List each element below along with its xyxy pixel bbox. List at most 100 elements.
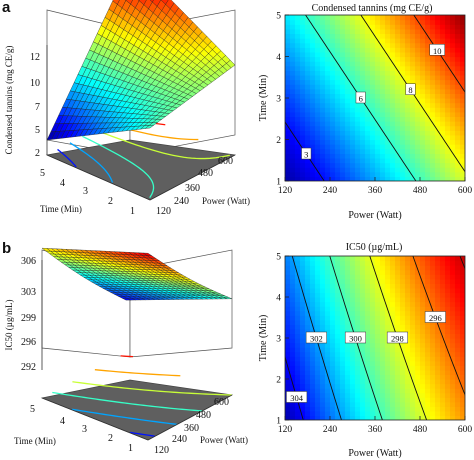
heatmap-cell — [370, 38, 376, 44]
heatmap-cell — [370, 61, 376, 67]
heatmap-cell — [335, 121, 341, 127]
heatmap-cell — [455, 392, 461, 398]
heatmap-cell — [340, 388, 346, 394]
heatmap-cell — [350, 256, 356, 262]
heatmap-cell — [340, 144, 346, 150]
heatmap-cell — [440, 79, 446, 85]
heatmap-cell — [435, 306, 441, 312]
heatmap-cell — [455, 61, 461, 67]
heatmap-cell — [310, 98, 316, 104]
heatmap-cell — [315, 70, 321, 76]
heatmap-cell — [295, 19, 301, 25]
heatmap-cell — [330, 47, 336, 53]
xtick-a-480: 480 — [198, 168, 213, 179]
heatmap-cell — [355, 47, 361, 53]
heatmap-cell — [365, 24, 371, 30]
heatmap-cell — [355, 278, 361, 284]
heatmap-cell — [300, 74, 306, 81]
floor-contour — [94, 369, 181, 377]
heatmap-cell — [440, 74, 446, 81]
heatmap-cell — [375, 351, 381, 357]
heatmap-cell — [440, 360, 446, 366]
heatmap-cell — [405, 379, 411, 385]
heatmap-cell — [405, 347, 411, 353]
heatmap-cell — [345, 38, 351, 44]
heatmap-cell — [360, 51, 366, 58]
heatmap-cell — [350, 38, 356, 44]
heatmap-cell — [415, 47, 421, 53]
heatmap-cell — [360, 360, 366, 366]
heatmap-cell — [295, 401, 301, 407]
heatmap-cell — [300, 292, 306, 298]
heatmap-cell — [350, 278, 356, 284]
heatmap-cell — [370, 139, 376, 145]
heatmap-cell — [335, 102, 341, 108]
heatmap-cell — [440, 144, 446, 150]
heatmap-cell — [285, 162, 291, 168]
heatmap-cell — [435, 301, 441, 307]
ztick-a-5: 5 — [35, 125, 40, 136]
heatmap-cell — [325, 319, 331, 325]
heatmap-cell — [310, 383, 316, 389]
heatmap-cell — [415, 415, 421, 420]
heatmap-cell — [345, 274, 351, 280]
heatmap-cell — [360, 162, 366, 168]
heatmap-cell — [295, 283, 301, 289]
heatmap-cell — [290, 162, 296, 168]
heatmap-cell — [400, 167, 406, 173]
heatmap-cell — [460, 148, 465, 154]
heatmap-cell — [305, 33, 311, 39]
heatmap-cell — [415, 310, 421, 316]
heatmap-cell — [430, 338, 436, 344]
heatmap-cell — [410, 162, 416, 168]
heatmap-cell — [410, 406, 416, 412]
heatmap-cell — [290, 301, 296, 307]
heatmap-cell — [355, 401, 361, 407]
heatmap-cell — [355, 171, 361, 177]
heatmap-cell — [345, 392, 351, 398]
heatmap-cell — [360, 260, 366, 266]
heatmap-cell — [380, 328, 386, 335]
ylabel-a: Time (Min) — [40, 204, 82, 214]
heatmap-cell — [450, 111, 456, 118]
heatmap-cell — [350, 392, 356, 398]
heatmap-cell — [285, 301, 291, 307]
heatmap-cell — [385, 274, 391, 280]
heatmap-cell — [340, 33, 346, 39]
heatmap-cell — [405, 342, 411, 348]
heatmap-cell — [460, 134, 465, 141]
heatmap-cell — [380, 47, 386, 53]
heatmap-cell — [395, 256, 401, 262]
heatmap-cell — [435, 61, 441, 67]
heatmap-cell — [300, 33, 306, 39]
heatmap-cell — [335, 324, 341, 330]
heatmap-cell — [395, 176, 401, 181]
heatmap-cell — [415, 116, 421, 122]
heatmap-cell — [450, 42, 456, 48]
heatmap-cell — [370, 328, 376, 335]
heatmap-cell — [285, 401, 291, 407]
heatmap-cell — [455, 415, 461, 420]
heatmap-cell — [450, 397, 456, 403]
heatmap-cell — [455, 102, 461, 108]
heatmap-cell — [335, 79, 341, 85]
heatmap-cell — [360, 24, 366, 30]
heatmap-cell — [400, 310, 406, 316]
heatmap-cell — [410, 102, 416, 108]
heatmap-cell — [390, 265, 396, 271]
heatmap-cell — [305, 125, 311, 131]
heatmap-cell — [340, 328, 346, 335]
heatmap-cell — [290, 107, 296, 113]
heatmap-cell — [380, 51, 386, 58]
heatmap-cell — [400, 365, 406, 371]
heatmap-cell — [385, 111, 391, 118]
heatmap-cell — [400, 42, 406, 48]
heatmap-cell — [375, 24, 381, 30]
heatmap-cell — [285, 111, 291, 118]
heatmap-cell — [320, 401, 326, 407]
heatmap-cell — [405, 315, 411, 321]
heatmap-cell — [330, 33, 336, 39]
heatmap-cell — [290, 153, 296, 159]
heatmap-cell — [460, 61, 465, 67]
heatmap-cell — [300, 107, 306, 113]
